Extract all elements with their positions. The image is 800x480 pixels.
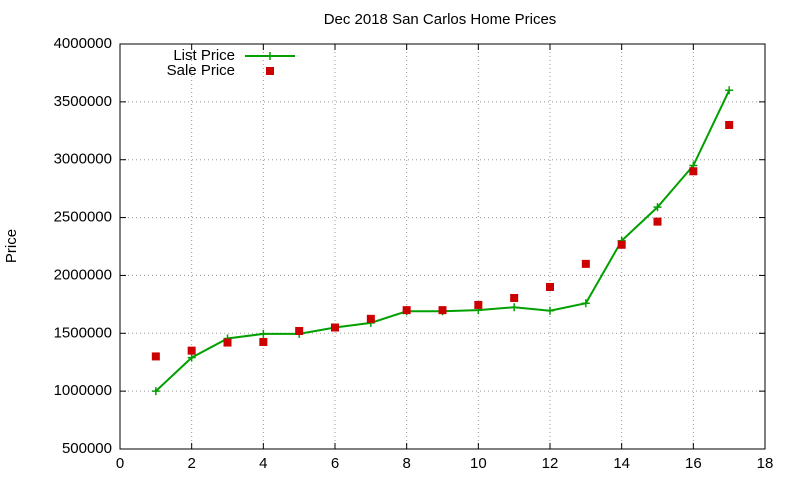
point	[223, 338, 232, 347]
point	[581, 299, 590, 308]
y-axis-label: Price	[3, 229, 20, 263]
point	[266, 67, 274, 75]
legend-label: Sale Price	[167, 62, 235, 79]
point	[295, 326, 304, 335]
x-tick-label: 8	[402, 455, 410, 472]
y-tick-label: 3500000	[54, 93, 112, 110]
x-tick-label: 4	[259, 455, 267, 472]
chart-title: Dec 2018 San Carlos Home Prices	[324, 11, 557, 28]
point	[474, 300, 483, 309]
point	[187, 353, 196, 362]
y-tick-label: 1500000	[54, 324, 112, 341]
point	[725, 121, 734, 129]
point	[689, 167, 698, 176]
point	[581, 259, 590, 268]
y-tick-label: 2000000	[54, 266, 112, 283]
x-tick-label: 6	[331, 455, 339, 472]
point	[510, 303, 519, 312]
point	[725, 86, 734, 95]
point	[331, 323, 339, 332]
point	[510, 293, 519, 302]
point	[653, 217, 662, 226]
x-tick-label: 12	[542, 455, 559, 472]
x-tick-label: 18	[757, 455, 774, 472]
legend-label: List Price	[173, 47, 235, 64]
y-tick-label: 500000	[62, 440, 112, 457]
point	[151, 352, 160, 361]
line	[155, 89, 731, 392]
point	[438, 306, 447, 315]
y-tick-label: 1000000	[54, 382, 112, 399]
y-tick-label: 4000000	[54, 35, 112, 52]
y-tick-label: 2500000	[54, 209, 112, 226]
x-tick-label: 2	[187, 455, 195, 472]
point	[259, 329, 268, 338]
point	[402, 306, 411, 315]
point	[259, 337, 268, 346]
x-tick-label: 16	[685, 455, 702, 472]
x-tick-label: 14	[613, 455, 630, 472]
x-tick-label: 10	[470, 455, 487, 472]
point	[366, 314, 375, 323]
point	[151, 387, 160, 396]
point	[546, 283, 554, 291]
y-tick-label: 3000000	[54, 151, 112, 168]
x-tick-label: 0	[116, 455, 124, 472]
point	[546, 306, 554, 315]
point	[617, 240, 626, 249]
point	[187, 346, 196, 355]
plot-frame	[119, 43, 766, 450]
point	[266, 52, 274, 60]
point	[653, 203, 662, 212]
